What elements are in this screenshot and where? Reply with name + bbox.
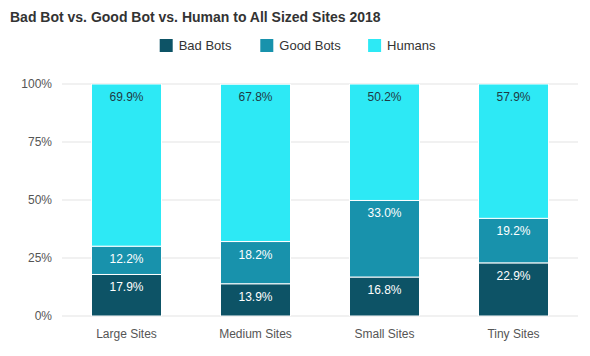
legend-swatch xyxy=(160,39,173,52)
bar-segment xyxy=(221,242,291,284)
y-tick-label: 100% xyxy=(21,77,52,91)
y-tick-label: 25% xyxy=(28,251,52,265)
bar-segment xyxy=(350,84,420,200)
chart-container: Bad Bot vs. Good Bot vs. Human to All Si… xyxy=(0,0,590,356)
bar-segment xyxy=(479,218,549,263)
y-tick-label: 75% xyxy=(28,135,52,149)
data-label: 16.8% xyxy=(367,283,401,297)
x-tick-label: Small Sites xyxy=(354,327,414,341)
bar-segment xyxy=(350,200,420,277)
bar-segment xyxy=(350,277,420,316)
legend: Bad Bots Good Bots Humans xyxy=(160,38,436,53)
bar-segment xyxy=(479,84,549,218)
x-tick-label: Tiny Sites xyxy=(487,327,539,341)
bar-segment xyxy=(221,84,291,241)
chart-svg: Bad Bot vs. Good Bot vs. Human to All Si… xyxy=(0,0,590,356)
data-label: 67.8% xyxy=(238,90,272,104)
data-label: 17.9% xyxy=(109,280,143,294)
data-label: 12.2% xyxy=(109,252,143,266)
legend-label: Good Bots xyxy=(279,38,341,53)
title: Bad Bot vs. Good Bot vs. Human to All Si… xyxy=(10,9,381,25)
bar-segment xyxy=(92,274,162,316)
bar-segment xyxy=(92,84,162,246)
data-label: 57.9% xyxy=(496,90,530,104)
legend-swatch xyxy=(260,39,273,52)
data-labels: 17.9% 12.2% 69.9% 13.9% 18.2% 67.8% 16.8% 33.0%… xyxy=(109,90,530,304)
data-label: 19.2% xyxy=(496,224,530,238)
data-label: 18.2% xyxy=(238,248,272,262)
x-tick-label: Large Sites xyxy=(96,327,157,341)
data-label: 13.9% xyxy=(238,290,272,304)
bar-segment xyxy=(92,246,162,274)
legend-label: Humans xyxy=(387,38,436,53)
y-tick-label: 0% xyxy=(35,309,53,323)
bar-segment xyxy=(221,284,291,316)
data-label: 33.0% xyxy=(367,206,401,220)
data-label: 50.2% xyxy=(367,90,401,104)
x-tick-label: Medium Sites xyxy=(219,327,292,341)
y-tick-label: 50% xyxy=(28,193,52,207)
legend-swatch xyxy=(368,39,381,52)
legend-label: Bad Bots xyxy=(179,38,232,53)
data-label: 69.9% xyxy=(109,90,143,104)
data-label: 22.9% xyxy=(496,269,530,283)
bar-segment xyxy=(479,263,549,316)
bars xyxy=(92,84,549,316)
